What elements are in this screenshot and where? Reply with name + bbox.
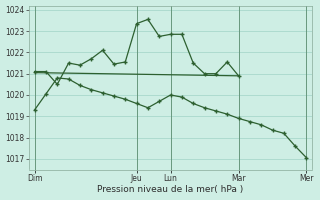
X-axis label: Pression niveau de la mer( hPa ): Pression niveau de la mer( hPa ) [97, 185, 244, 194]
